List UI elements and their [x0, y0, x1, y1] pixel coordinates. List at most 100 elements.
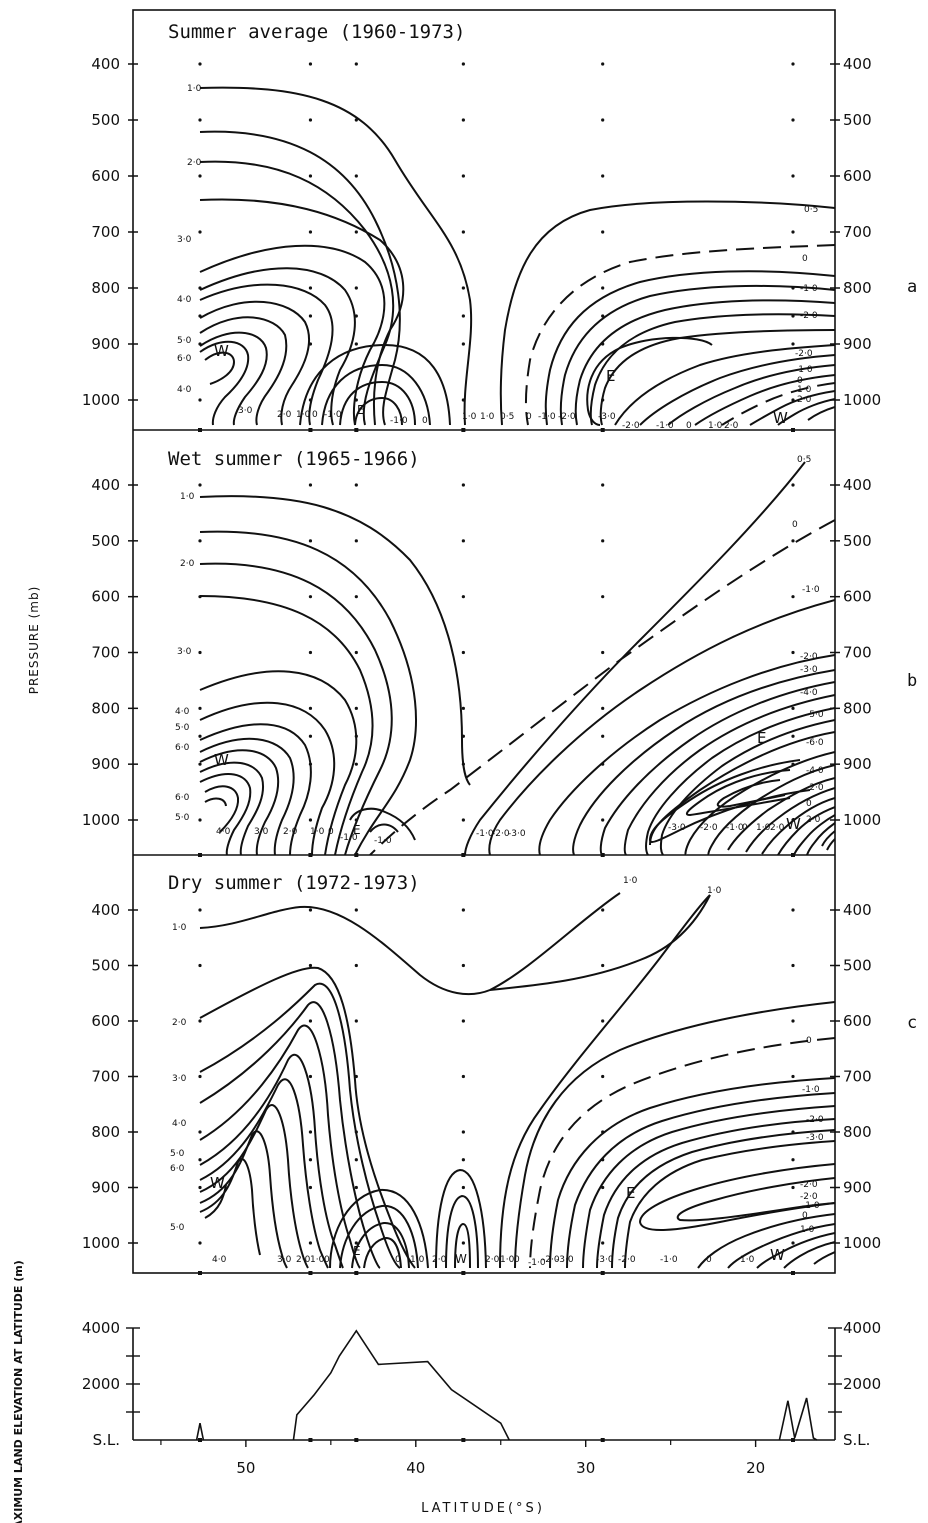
station-dot [354, 1130, 358, 1134]
station-dot [308, 595, 313, 599]
station-dot [198, 1074, 202, 1079]
contour-value-label: -2·0 [800, 311, 818, 321]
contour-value-label: -3·0 [508, 829, 526, 839]
contour-labels: 1·02·03·04·05·06·04·00·50-1·0-2·0-2·0-1·… [170, 84, 824, 1268]
contour-line [639, 354, 835, 426]
contour-line [614, 344, 835, 426]
contour-line [489, 894, 711, 991]
elevation-tick-label: S.L. [843, 1431, 870, 1449]
contour-line [645, 707, 835, 855]
station-dot [308, 539, 313, 543]
contour-value-label: 4·0 [177, 295, 192, 305]
station-dot [198, 1019, 202, 1023]
contour-line [199, 198, 405, 426]
pressure-tick-label: 900 [91, 335, 120, 353]
contour-value-label: -1·0 [660, 1255, 678, 1265]
contour-line [697, 1213, 835, 1269]
elevation-tick-label: 2000 [82, 1375, 120, 1393]
station-dot [354, 734, 358, 738]
pressure-tick-label: 900 [843, 1179, 872, 1197]
contour-value-label: 6·0 [177, 354, 192, 364]
station-dot [461, 398, 465, 402]
contour-value-label: 1·0 [707, 886, 722, 896]
contour-value-label: 1·0 [310, 827, 325, 837]
pressure-tick-label: 1000 [82, 1234, 120, 1252]
contour-value-label: -1·0 [538, 412, 556, 422]
station-dot [601, 650, 605, 655]
contour-line [199, 130, 401, 426]
contour-value-label: 3·0 [177, 647, 192, 657]
station-dot [198, 908, 202, 912]
station-dot [354, 963, 358, 968]
pressure-tick-label: 900 [843, 335, 872, 353]
station-dot [354, 230, 358, 234]
station-dot [461, 118, 465, 122]
station-dot [198, 1158, 202, 1162]
contour-value-label: 0 [706, 1255, 712, 1265]
contour-line [199, 701, 336, 855]
contour-line [363, 1236, 402, 1269]
station-dot [308, 1074, 313, 1079]
contour-value-label: -2·0 [795, 349, 813, 359]
station-dot [601, 1019, 605, 1023]
station-dot [198, 762, 202, 766]
contour-line [549, 1077, 835, 1269]
elevation-tick-label: 4000 [82, 1319, 120, 1337]
contour-value-label: -3·0 [556, 1255, 574, 1265]
station-marker [600, 1271, 605, 1275]
station-dot [354, 314, 358, 318]
contour-line [321, 363, 431, 426]
contour-value-label: 0 [802, 1211, 808, 1221]
panel-a-markers: W E E W [214, 342, 788, 427]
contour-line [749, 390, 835, 426]
contour-line [199, 670, 358, 855]
contour-line [574, 299, 835, 426]
station-dot [601, 539, 605, 543]
contour-line [199, 267, 356, 426]
pressure-tick-label: 500 [843, 532, 872, 550]
contour-value-label: 6·0 [175, 743, 190, 753]
contour-value-label: 1·0 [410, 1255, 425, 1265]
station-dot [791, 1019, 795, 1023]
contour-value-label: 4·0 [216, 827, 231, 837]
latitude-tick-label: 30 [576, 1459, 595, 1477]
pressure-tick-label: 900 [843, 755, 872, 773]
contour-line [435, 1168, 487, 1269]
station-marker [198, 428, 202, 432]
station-dot [601, 118, 605, 122]
pressure-tick-label: 600 [91, 1012, 120, 1030]
station-dot [308, 762, 313, 766]
station-marker [791, 1271, 795, 1275]
station-dot [601, 818, 605, 822]
contour-value-label: -3·0 [598, 412, 616, 422]
marker-W: W [786, 815, 801, 833]
station-dot [791, 1185, 795, 1190]
station-dot [354, 1185, 358, 1190]
station-dot [198, 539, 202, 543]
contour-line [499, 894, 711, 1269]
contour-line [351, 1221, 410, 1269]
contour-value-label: -3·0 [596, 1255, 614, 1265]
station-marker [791, 1438, 795, 1442]
contour-line [488, 599, 835, 855]
elevation-tick-label: S.L. [93, 1431, 120, 1449]
station-dot [791, 62, 795, 66]
station-dot [791, 118, 795, 122]
station-dot [354, 118, 358, 122]
station-dot [461, 62, 465, 66]
station-dot [308, 174, 313, 178]
station-dot [791, 483, 795, 487]
pressure-tick-label: 400 [843, 476, 872, 494]
contour-value-label: -1·0 [340, 833, 358, 843]
pressure-tick-label: 600 [843, 588, 872, 606]
contour-value-label: 1·0 [756, 823, 771, 833]
station-dot [354, 286, 358, 290]
station-dot [791, 342, 795, 346]
station-dot [198, 595, 202, 599]
marker-E: E [626, 1184, 635, 1202]
station-dot [354, 650, 358, 655]
contour-value-label: 1·0 [172, 923, 187, 933]
contour-value-label: 0 [312, 410, 318, 420]
station-dot [354, 342, 358, 346]
